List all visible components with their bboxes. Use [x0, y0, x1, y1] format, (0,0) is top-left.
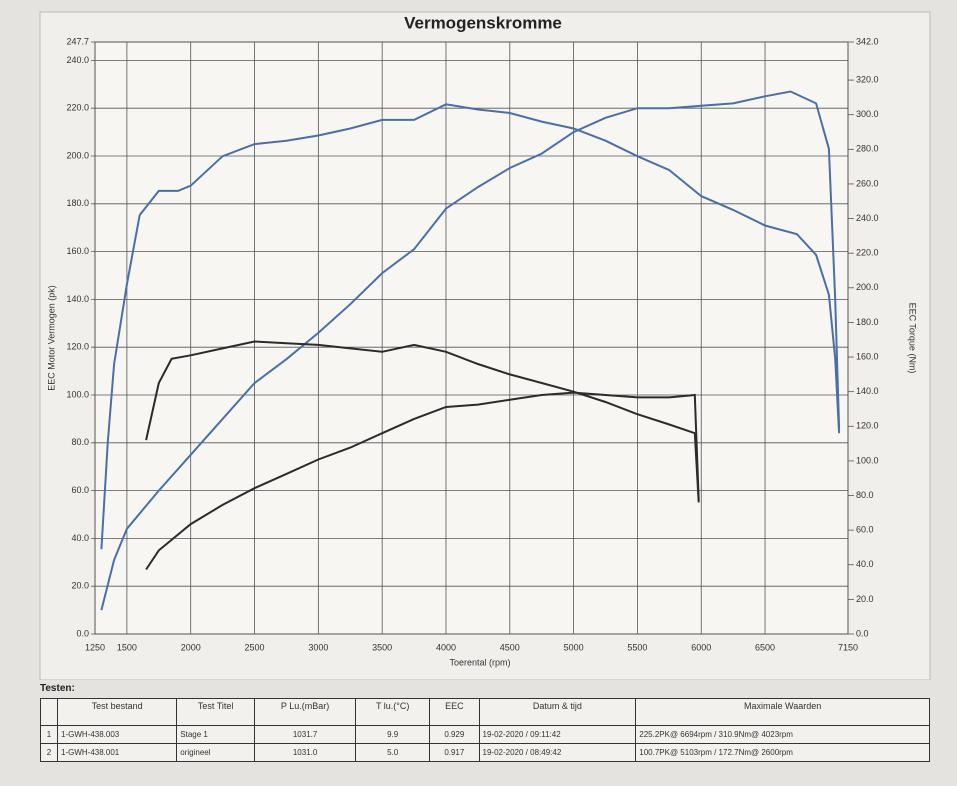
x-tick-label: 5500	[627, 642, 647, 652]
data-line	[145, 391, 700, 571]
table-cell: 19-02-2020 / 09:11:42	[478, 725, 637, 744]
x-tick-label: 1250	[85, 642, 105, 652]
header-cell: EEC	[429, 698, 480, 726]
x-tick-label: 5000	[564, 642, 584, 652]
data-line	[145, 340, 700, 503]
chart: Vermogenskromme EEC Motor Vermogen (pk) …	[39, 11, 931, 680]
y-axis-title: EEC Motor Vermogen (pk)	[46, 285, 56, 391]
y2-tick-label: 80.0	[856, 490, 874, 500]
x-tick-label: 3500	[372, 642, 392, 652]
table-cell: 0.917	[429, 743, 480, 762]
x-tick-label: 7150	[838, 642, 858, 652]
y2-tick-label: 200.0	[856, 282, 879, 292]
y-tick-label: 80.0	[71, 437, 89, 447]
y-tick-label: 160.0	[66, 246, 89, 256]
table-cell: 5.0	[355, 743, 431, 762]
table-row: 1 1-GWH-438.003 Stage 1 1031.7 9.9 0.929 19-02…	[40, 725, 930, 744]
y2-tick-label: 100.0	[856, 455, 879, 465]
y-tick-label: 180.0	[66, 198, 89, 208]
chart-title: Vermogenskromme	[404, 13, 562, 32]
table-cell: 225.2PK@ 6694rpm / 310.9Nm@ 4023rpm	[635, 725, 930, 744]
table-cell: 1-GWH-438.003	[56, 725, 178, 744]
table-cell: 1031.0	[253, 743, 357, 762]
data-line	[100, 90, 841, 611]
header-row: Test bestand Test Titel P Lu.(mBar) T lu.(°…	[40, 698, 930, 726]
header-cell	[40, 698, 58, 726]
table-body: 1 1-GWH-438.003 Stage 1 1031.7 9.9 0.929 19-02…	[40, 725, 930, 762]
x-tick-label: 4000	[436, 642, 456, 652]
plot-area	[94, 41, 849, 635]
header-cell: Datum & tijd	[478, 698, 637, 726]
y2-tick-label: 0.0	[856, 628, 869, 638]
y-tick-label: 240.0	[66, 55, 89, 65]
table-cell: Stage 1	[176, 725, 255, 744]
y2-tick-label: 20.0	[856, 594, 874, 604]
header-cell: Test Titel	[176, 698, 255, 726]
x-tick-label: 4500	[500, 642, 520, 652]
y2-tick-label: 280.0	[856, 144, 879, 154]
table-cell: 1-GWH-438.001	[56, 743, 178, 762]
tests-label: Testen:	[40, 683, 75, 694]
table-row: 2 1-GWH-438.001 origineel 1031.0 5.0 0.917 19-…	[40, 743, 930, 762]
y-tick-label: 100.0	[66, 389, 89, 399]
table-cell: 1031.7	[253, 725, 357, 744]
x-axis-title: Toerental (rpm)	[449, 657, 510, 667]
y-tick-label: 60.0	[71, 485, 89, 495]
y-tick-label: 120.0	[66, 342, 89, 352]
y-tick-label: 247.7	[66, 36, 89, 46]
y2-tick-label: 320.0	[856, 74, 879, 84]
x-tick-label: 2500	[245, 642, 265, 652]
y-tick-label: 220.0	[66, 103, 89, 113]
y-tick-label: 40.0	[71, 533, 89, 543]
table-cell: 2	[40, 743, 58, 762]
y2-tick-label: 300.0	[856, 109, 879, 119]
table-cell: origineel	[176, 743, 255, 762]
header-cell: Test bestand	[56, 698, 178, 726]
y2-tick-label: 160.0	[856, 351, 879, 361]
table-cell: 19-02-2020 / 08:49:42	[478, 743, 637, 762]
x-tick-label: 3000	[308, 642, 328, 652]
y2-tick-label: 220.0	[856, 248, 879, 258]
header-cell: Maximale Waarden	[635, 698, 930, 726]
data-line	[100, 103, 841, 550]
table-cell: 100.7PK@ 5103rpm / 172.7Nm@ 2600rpm	[635, 743, 930, 762]
x-tick-label: 1500	[117, 642, 137, 652]
y2-tick-label: 342.0	[856, 36, 879, 46]
y-tick-label: 140.0	[66, 294, 89, 304]
x-tick-label: 6000	[691, 642, 711, 652]
table-cell: 1	[40, 725, 58, 744]
table-cell: 0.929	[429, 725, 480, 744]
y2-tick-label: 120.0	[856, 421, 879, 431]
y2-tick-label: 40.0	[856, 559, 874, 569]
y-tick-label: 200.0	[66, 150, 89, 160]
header-cell: P Lu.(mBar)	[253, 698, 357, 726]
tests-section: Testen: Test bestand Test Titel P Lu.(mBar…	[40, 683, 930, 762]
x-tick-label: 2000	[181, 642, 201, 652]
y2-axis-title: EEC Torque (Nm)	[908, 303, 918, 374]
y2-tick-label: 140.0	[856, 386, 879, 396]
y2-tick-label: 60.0	[856, 525, 874, 535]
y2-tick-label: 180.0	[856, 317, 879, 327]
y2-tick-label: 240.0	[856, 213, 879, 223]
x-tick-label: 6500	[755, 642, 775, 652]
tests-table: Test bestand Test Titel P Lu.(mBar) T lu.(°…	[40, 698, 930, 762]
header-cell: T lu.(°C)	[355, 698, 431, 726]
y-tick-label: 0.0	[76, 628, 89, 638]
y2-tick-label: 260.0	[856, 178, 879, 188]
y-tick-label: 20.0	[71, 581, 89, 591]
table-cell: 9.9	[355, 725, 431, 744]
